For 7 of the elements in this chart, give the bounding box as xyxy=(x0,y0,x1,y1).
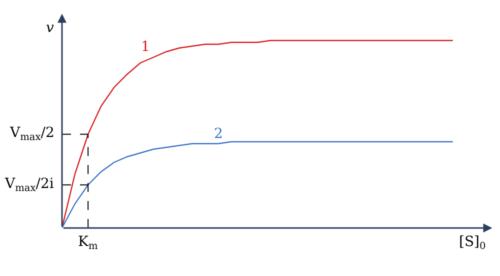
x-axis-title: [S]$_{0}$ xyxy=(459,234,486,252)
y-axis-title: v xyxy=(46,20,54,36)
text: K$_{m}$ xyxy=(78,234,98,252)
series-label: 1 xyxy=(141,39,150,55)
ref-line-label: V$_{max}$/2 xyxy=(9,125,54,143)
series-label: 2 xyxy=(214,126,223,142)
ref-line-label: V$_{max}$/2i xyxy=(4,176,54,194)
